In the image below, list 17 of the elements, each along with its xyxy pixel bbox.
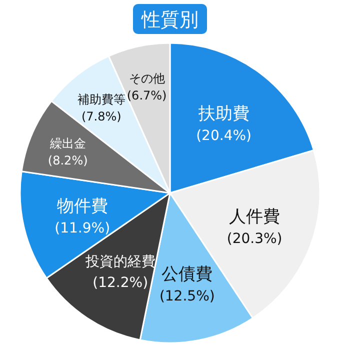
data-label: (20.4%) [196, 128, 252, 144]
data-label: (20.3%) [226, 230, 282, 247]
slice-label: 投資的経費 [84, 254, 156, 270]
data-label: (8.2%) [48, 154, 88, 168]
slice-label: 繰出金 [48, 136, 86, 151]
slice-label: 補助費等 [77, 92, 126, 107]
data-label: (7.8%) [81, 110, 122, 124]
data-label: (11.9%) [54, 220, 110, 236]
data-label: (6.7%) [126, 88, 167, 102]
data-label: (12.2%) [92, 275, 148, 292]
slice-label: 公債費 [162, 264, 213, 284]
slice-label: 扶助費 [197, 104, 250, 124]
slice-label: その他 [128, 71, 165, 86]
slice-label: 人件費 [229, 206, 280, 227]
slice-label: 物件費 [56, 196, 108, 216]
chart-title: 性質別 [140, 9, 198, 31]
data-label: (12.5%) [159, 288, 215, 304]
